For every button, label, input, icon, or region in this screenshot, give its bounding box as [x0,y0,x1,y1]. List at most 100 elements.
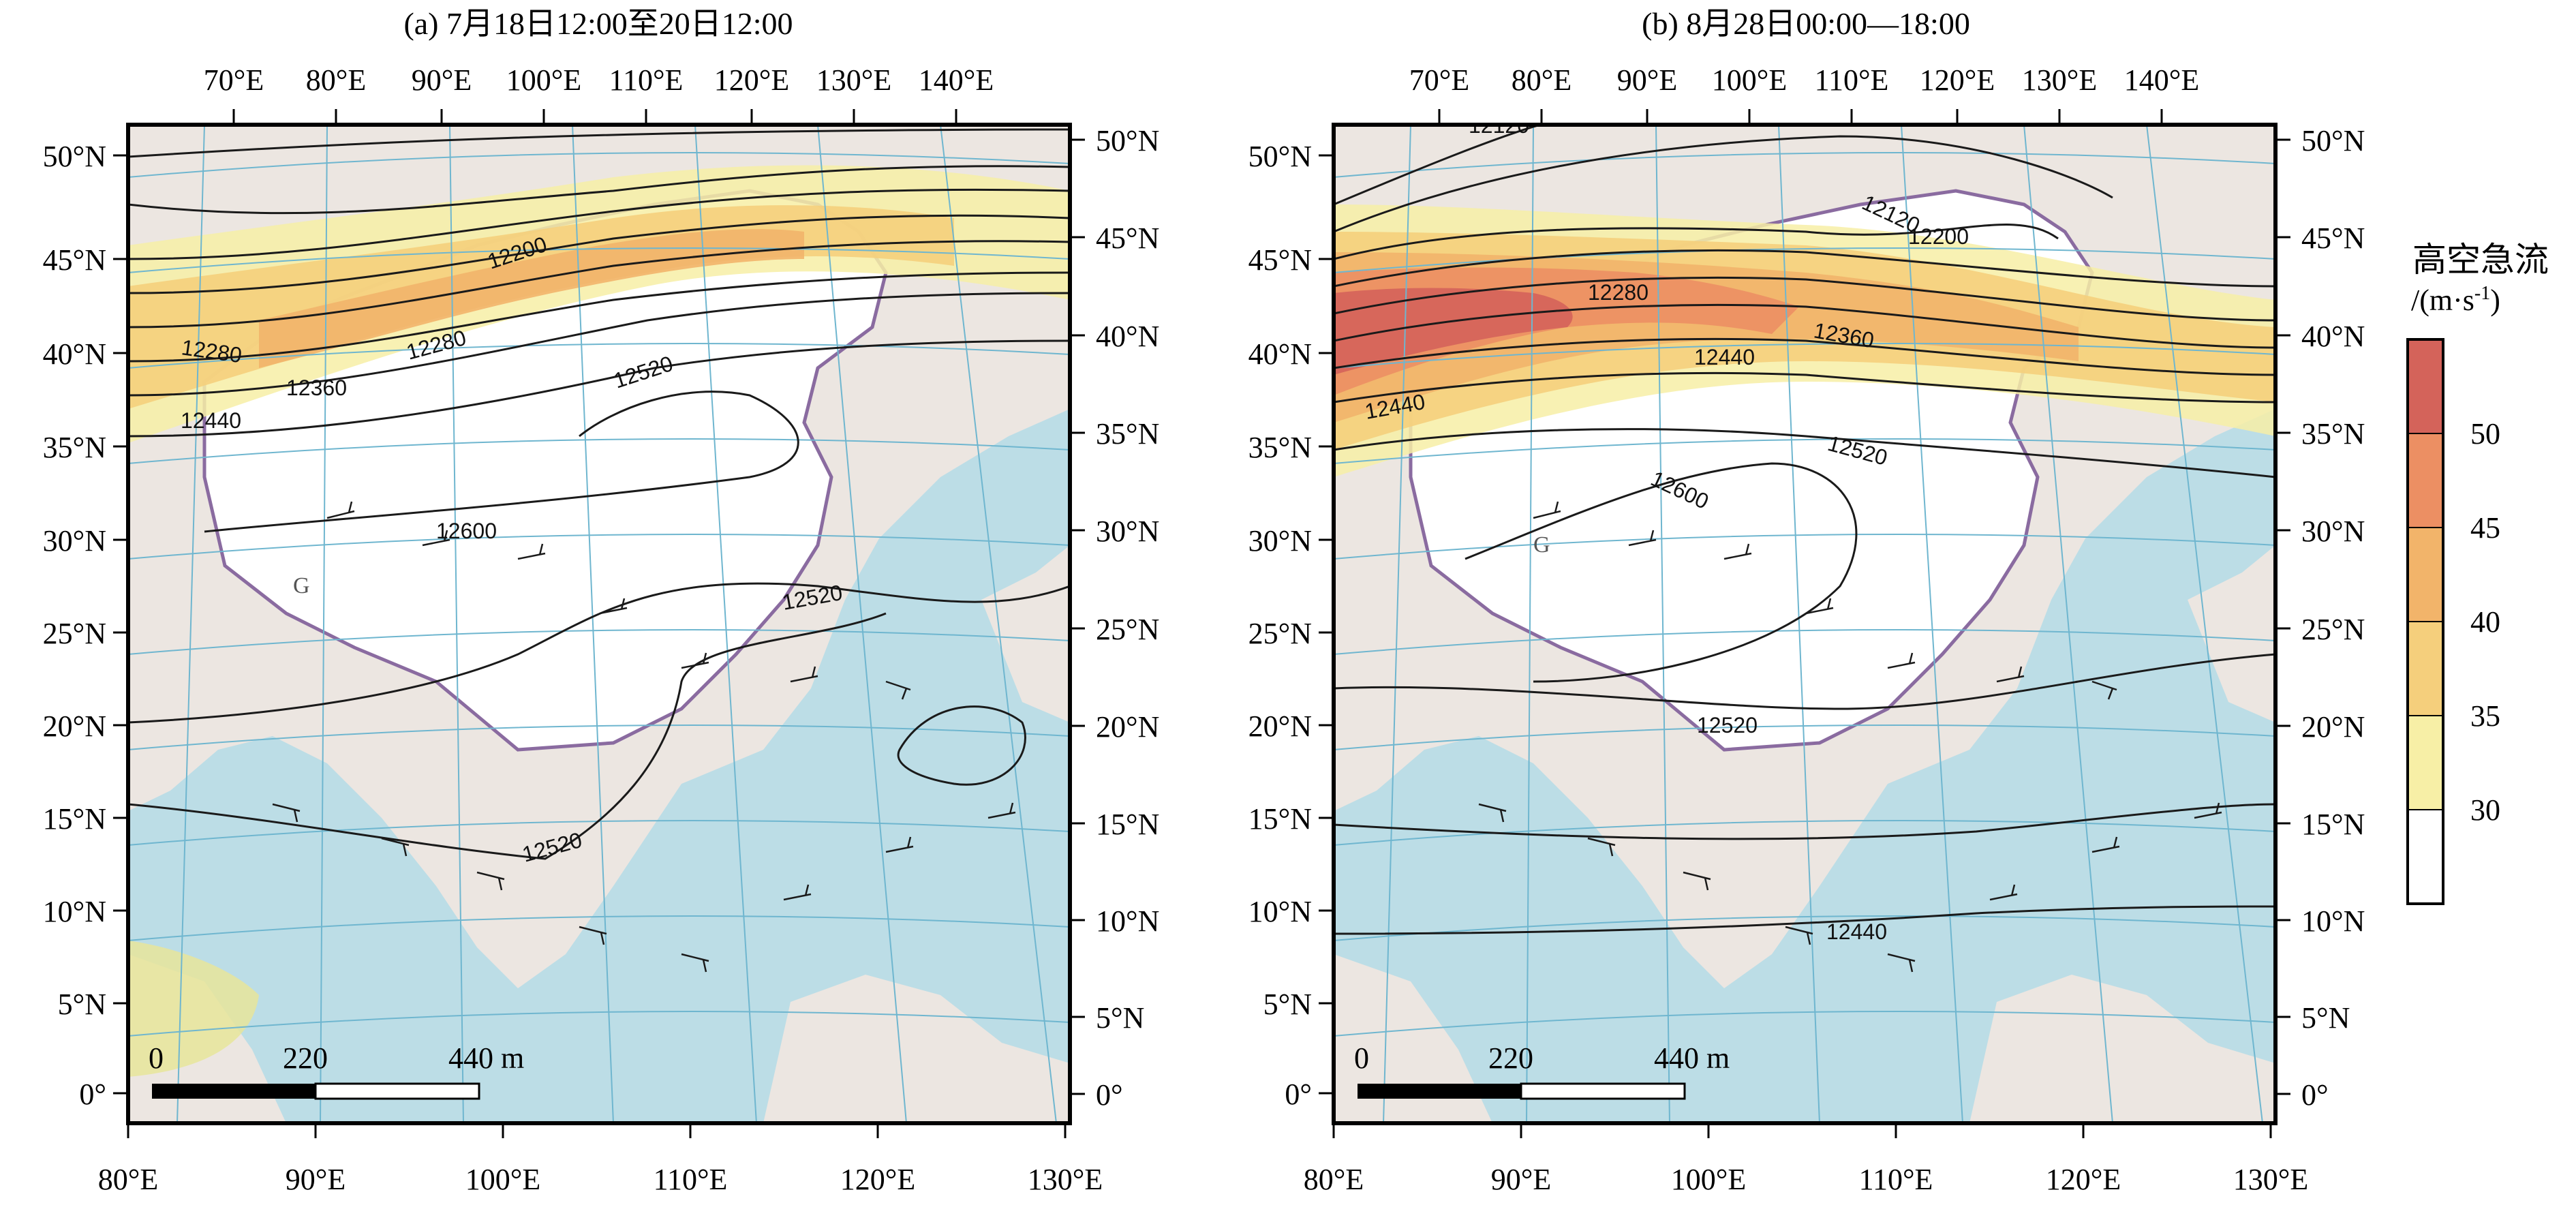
left-tick-label: 35°N [1248,431,1312,464]
legend-ticks: 50 45 40 35 30 [2470,417,2500,827]
left-tick-label: 40°N [43,337,106,371]
bottom-tick-label: 110°E [654,1163,728,1196]
contour-label: 12200 [1908,224,1969,249]
right-tick-label: 20°N [1096,710,1159,744]
legend-bin [2407,715,2444,810]
right-tick-label: 10°N [1096,904,1159,938]
panel-b-frame [1332,123,2278,1125]
left-tick-label: 45°N [1248,243,1312,277]
contour-label: 12440 [181,408,241,433]
top-tick-label: 100°E [1712,63,1787,97]
scale-bar-label: 220 [283,1041,328,1075]
bottom-tick-label: 80°E [98,1163,158,1196]
left-tick-label: 5°N [1263,988,1312,1021]
panel-a-plateau-label: G [293,573,310,598]
right-tick-label: 35°N [2301,417,2365,451]
top-tick-label: 70°E [204,63,264,97]
top-tick-label: 140°E [919,63,994,97]
legend-tick-label: 40 [2470,605,2500,639]
panel-a-left-ticks: 50°N 45°N 40°N 35°N 30°N 25°N 20°N 15°N 10°N 5°N 0… [43,140,128,1111]
left-tick-label: 15°N [43,802,106,836]
left-tick-label: 45°N [43,243,106,277]
top-tick-label: 80°E [306,63,366,97]
panel-a-right-ticks: 50°N 45°N 40°N 35°N 30°N 25°N 20°N 15°N 10°N 5°N 0… [1070,124,1159,1112]
right-tick-label: 45°N [2301,222,2365,255]
scale-bar-label: 440 m [448,1041,524,1075]
right-tick-label: 50°N [1096,124,1159,157]
bottom-tick-label: 90°E [286,1163,346,1196]
right-tick-label: 20°N [2301,710,2365,744]
panel-a: (a) 7月18日12:00至20日12:00 [43,6,1160,1196]
legend-tick-label: 45 [2470,511,2500,545]
top-tick-label: 110°E [1815,63,1889,97]
panel-b-contours [1334,125,2275,935]
panel-b-land [2188,545,2275,722]
top-tick-label: 110°E [609,63,684,97]
contour-label: 12440 [1694,345,1755,369]
panel-b-graticule [1334,125,2275,1123]
bottom-tick-label: 110°E [1859,1163,1933,1196]
top-tick-label: 120°E [1920,63,1995,97]
bottom-tick-label: 130°E [1028,1163,1103,1196]
contour-label: 12280 [1588,280,1649,305]
right-tick-label: 40°N [2301,320,2365,353]
right-tick-label: 5°N [1096,1001,1144,1035]
top-tick-label: 90°E [1617,63,1677,97]
left-tick-label: 25°N [1248,617,1312,650]
legend-bin [2407,809,2444,904]
legend-bin [2407,621,2444,716]
contour-label: 12360 [286,376,347,400]
scale-bar-label: 220 [1488,1041,1533,1075]
left-tick-label: 5°N [58,988,106,1021]
left-tick-label: 30°N [1248,524,1312,558]
panel-a-bottom-ticks: 80°E 90°E 100°E 110°E 120°E 130°E [98,1123,1103,1196]
legend-unit-sup: -1 [2474,283,2490,304]
left-tick-label: 20°N [1248,710,1312,743]
right-tick-label: 35°N [1096,417,1159,451]
contour-label: 12440 [1826,919,1887,944]
panel-a-jet-30b [128,941,259,1077]
legend: 高空急流 /(m·s-1) 50 45 40 35 30 [2406,241,2549,905]
panel-b-jet-50 [1334,288,1573,375]
panel-b-bottom-ticks: 80°E 90°E 100°E 110°E 120°E 130°E [1304,1123,2308,1196]
legend-bin [2407,433,2444,528]
scale-bar-label: 440 m [1654,1041,1730,1075]
legend-tick-label: 30 [2470,793,2500,827]
top-tick-label: 130°E [816,63,891,97]
left-tick-label: 0° [1285,1078,1312,1111]
panel-a-top-ticks: 70°E 80°E 90°E 100°E 110°E 120°E 130°E 140°E [204,63,994,125]
panel-a-jet-40 [259,229,804,368]
bottom-tick-label: 100°E [1671,1163,1746,1196]
bottom-tick-label: 80°E [1304,1163,1364,1196]
right-tick-label: 40°N [1096,320,1159,353]
bottom-tick-label: 90°E [1491,1163,1551,1196]
left-tick-label: 50°N [1248,140,1312,173]
panel-b-top-ticks: 70°E 80°E 90°E 100°E 110°E 120°E 130°E 140°E [1409,63,2199,125]
right-tick-label: 15°N [1096,808,1159,841]
panel-a-frame [126,123,1072,1125]
right-tick-label: 5°N [2301,1001,2350,1035]
top-tick-label: 120°E [714,63,789,97]
right-tick-label: 45°N [1096,222,1159,255]
contour-label: 12120 [1469,113,1529,138]
top-tick-label: 90°E [412,63,472,97]
right-tick-label: 25°N [1096,613,1159,646]
right-tick-label: 15°N [2301,808,2365,841]
top-tick-label: 80°E [1512,63,1571,97]
panel-b-land [1969,975,2275,1123]
bottom-tick-label: 120°E [840,1163,915,1196]
contour-label: 12600 [436,519,497,543]
panel-b-plateau-label: G [1533,532,1550,558]
left-tick-label: 15°N [1248,802,1312,836]
panel-a-land [763,975,1070,1123]
left-tick-label: 0° [79,1078,106,1111]
legend-unit-close: ) [2490,284,2500,317]
right-tick-label: 10°N [2301,904,2365,938]
bottom-tick-label: 120°E [2046,1163,2121,1196]
scale-bar-label: 0 [149,1041,164,1075]
panel-a-title: (a) 7月18日12:00至20日12:00 [403,6,793,41]
top-tick-label: 70°E [1409,63,1469,97]
legend-tick-label: 50 [2470,417,2500,451]
right-tick-label: 25°N [2301,613,2365,646]
legend-bin [2407,339,2444,434]
